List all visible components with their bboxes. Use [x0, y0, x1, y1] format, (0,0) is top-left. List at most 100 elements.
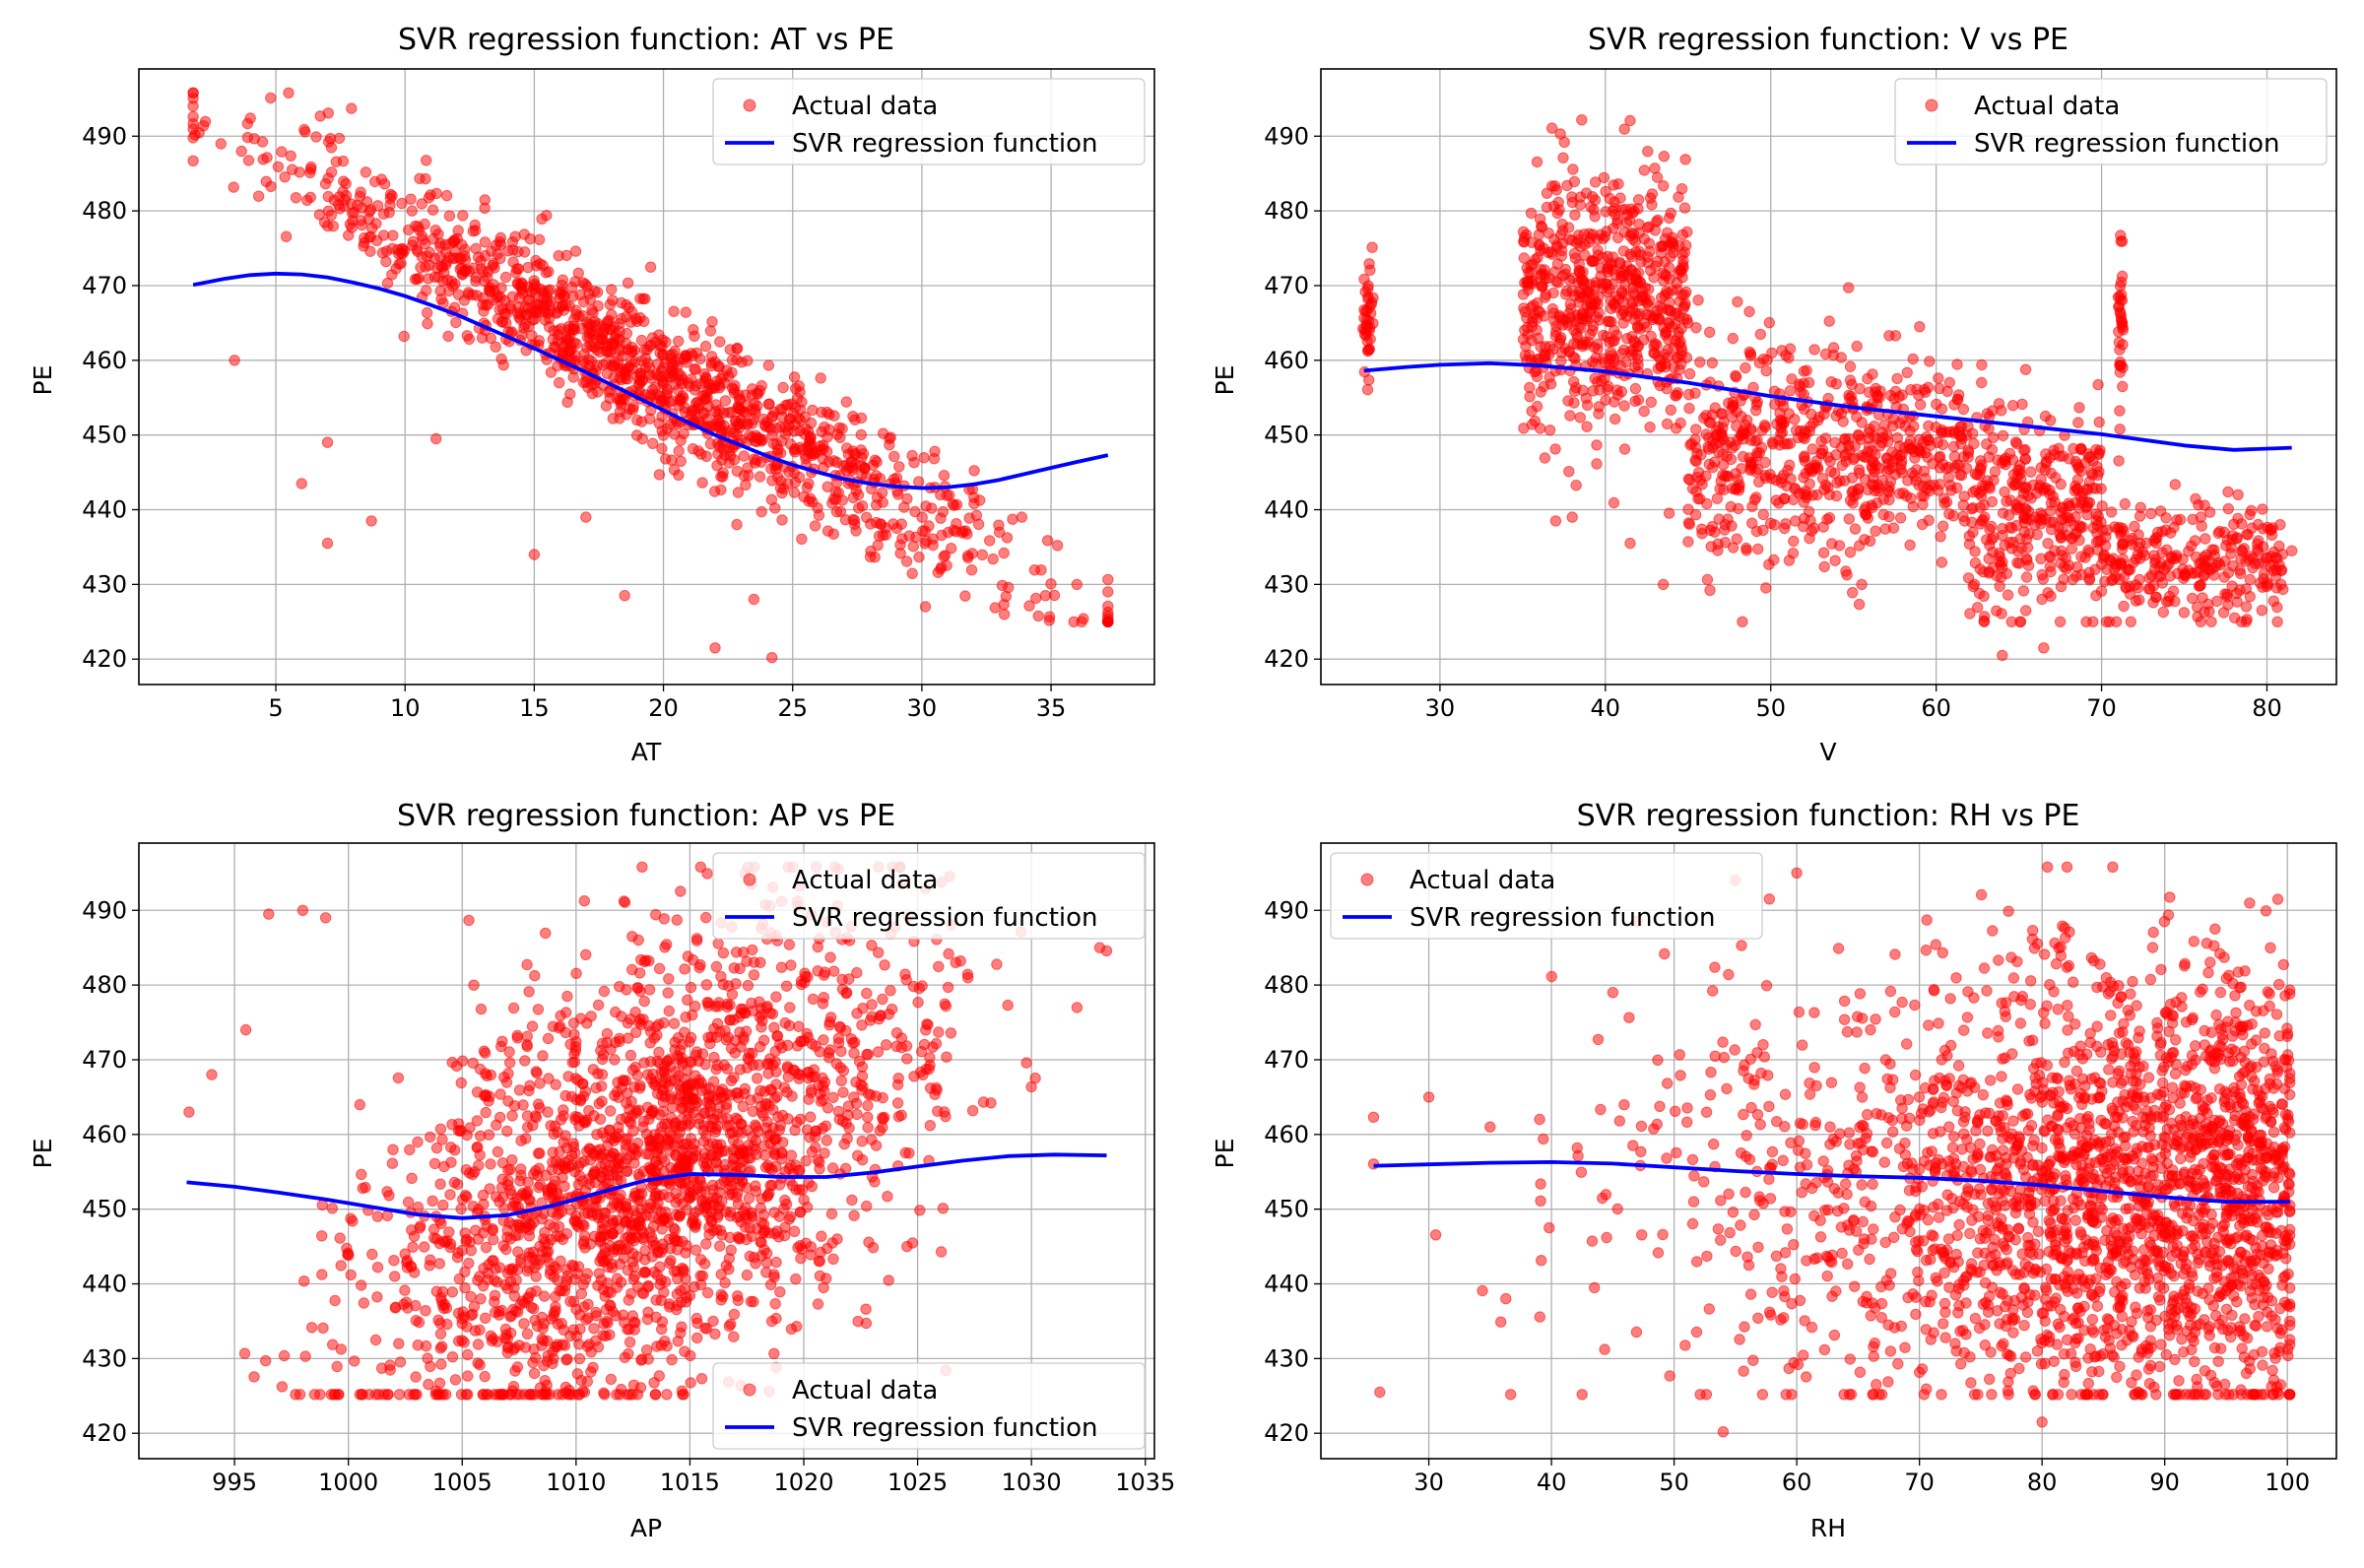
data-point: [1805, 421, 1816, 432]
data-point: [399, 1284, 411, 1296]
data-point: [1826, 538, 1838, 550]
data-point: [968, 497, 980, 509]
data-point: [1831, 477, 1843, 489]
data-point: [1996, 608, 2007, 620]
data-point: [2064, 515, 2076, 527]
data-point: [1942, 472, 1955, 484]
data-point: [848, 1209, 860, 1221]
data-point: [746, 389, 758, 402]
data-point: [816, 406, 827, 419]
data-point: [533, 233, 546, 246]
data-point: [1048, 589, 1061, 602]
data-point: [1675, 289, 1688, 301]
data-point: [1917, 498, 1929, 510]
data-point: [838, 1138, 850, 1150]
data-point: [1624, 537, 1636, 550]
data-point: [537, 259, 549, 272]
data-point: [1625, 273, 1638, 285]
data-point: [229, 355, 240, 366]
data-point: [1768, 519, 1781, 531]
data-point: [2019, 453, 2032, 465]
data-point: [932, 1105, 944, 1117]
data-point: [1934, 382, 1945, 395]
data-point: [2083, 496, 2096, 508]
legend-marker-scatter: [1925, 98, 1938, 112]
data-point: [675, 1284, 687, 1297]
data-point: [1923, 420, 1935, 432]
data-point: [899, 968, 911, 980]
data-point: [1519, 305, 1531, 318]
data-point: [468, 979, 480, 991]
data-point: [1867, 398, 1878, 410]
data-point: [1876, 436, 1888, 449]
data-point: [1748, 493, 1761, 505]
data-point: [420, 1305, 431, 1317]
data-point: [856, 1136, 868, 1147]
data-point: [1598, 329, 1609, 342]
data-point: [2117, 380, 2129, 393]
subplot-at-vs-pe: SVR regression function: AT vs PE AT PE …: [29, 23, 1155, 766]
data-point: [386, 269, 398, 281]
data-point: [1931, 398, 1942, 411]
data-point: [528, 549, 541, 560]
data-point: [1543, 272, 1555, 284]
data-point: [760, 1122, 772, 1134]
data-point: [1955, 469, 1968, 482]
svr-regression-line: [1363, 360, 2292, 452]
data-point: [568, 1048, 580, 1060]
data-point: [1821, 513, 1833, 525]
data-point: [1674, 417, 1686, 429]
data-point: [310, 131, 322, 143]
data-point: [772, 443, 784, 455]
data-point: [413, 272, 425, 285]
data-point: [499, 271, 512, 284]
data-point: [301, 194, 313, 207]
data-point: [1957, 403, 1970, 416]
data-point: [587, 1064, 599, 1076]
data-point: [766, 475, 778, 487]
data-point: [471, 290, 483, 301]
data-point: [673, 335, 685, 348]
data-point: [2229, 612, 2241, 623]
data-point: [554, 376, 565, 389]
y-tick-label: 480: [82, 197, 127, 225]
data-point: [1824, 455, 1836, 468]
data-point: [2113, 326, 2125, 338]
data-point: [729, 379, 741, 392]
data-point: [1578, 336, 1591, 348]
data-point: [1525, 207, 1538, 220]
data-point: [2075, 443, 2087, 455]
data-point: [573, 1352, 586, 1365]
data-point: [1783, 555, 1796, 566]
data-point: [1896, 467, 1908, 479]
data-point: [750, 404, 761, 416]
data-point: [1707, 441, 1719, 454]
data-point: [521, 1040, 533, 1053]
data-point: [242, 155, 255, 166]
data-point: [1902, 475, 1914, 487]
data-point: [1627, 233, 1639, 245]
data-point: [470, 1224, 482, 1236]
data-point: [1534, 306, 1546, 318]
data-point: [793, 1020, 805, 1032]
y-tick-label: 430: [1264, 570, 1309, 598]
data-point: [427, 204, 439, 216]
data-point: [515, 1163, 527, 1175]
data-point: [433, 1258, 445, 1270]
data-point: [987, 553, 999, 565]
data-point: [406, 205, 418, 217]
data-point: [587, 307, 599, 319]
data-point: [972, 518, 985, 530]
data-point: [883, 1274, 894, 1286]
data-point: [1709, 526, 1721, 538]
data-point: [1966, 427, 1979, 439]
data-point: [1806, 525, 1818, 537]
data-point: [1740, 361, 1751, 374]
data-point: [1816, 444, 1829, 456]
data-point: [356, 1168, 367, 1181]
data-point: [448, 236, 460, 248]
x-tick-label: 10: [390, 694, 421, 722]
data-point: [349, 1355, 361, 1367]
data-point: [1977, 513, 1990, 526]
data-point: [1527, 275, 1539, 287]
